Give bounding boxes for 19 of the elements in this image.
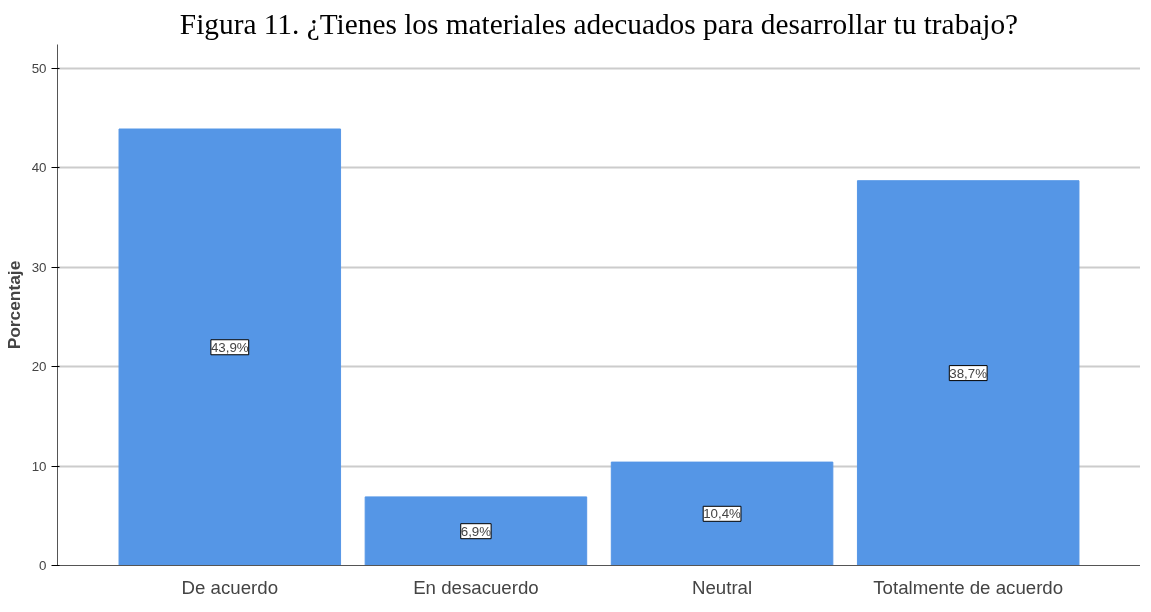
bar	[364, 496, 588, 566]
data-label: 6,9%	[460, 523, 492, 539]
y-tick-label: 40	[31, 160, 47, 176]
y-axis-title: Porcentaje	[3, 260, 24, 350]
x-tick-label: En desacuerdo	[413, 576, 539, 598]
y-tick-label: 0	[39, 558, 47, 573]
chart-title: Figura 11. ¿Tienes los materiales adecuados para desarrollar tu trabajo?	[179, 7, 1019, 40]
x-tick-label: Totalmente de acuerdo	[873, 576, 1064, 598]
data-label: 38,7%	[949, 365, 988, 381]
y-tick-label: 20	[31, 359, 47, 375]
y-tick-label: 30	[31, 259, 47, 275]
y-tick-label: 10	[31, 458, 47, 474]
bar	[118, 128, 342, 566]
y-tick-label: 50	[31, 60, 47, 76]
x-tick-label: De acuerdo	[181, 576, 279, 598]
bar	[610, 461, 834, 566]
x-tick-label: Neutral	[692, 576, 753, 598]
data-label: 43,9%	[210, 339, 249, 355]
bar	[856, 180, 1080, 566]
